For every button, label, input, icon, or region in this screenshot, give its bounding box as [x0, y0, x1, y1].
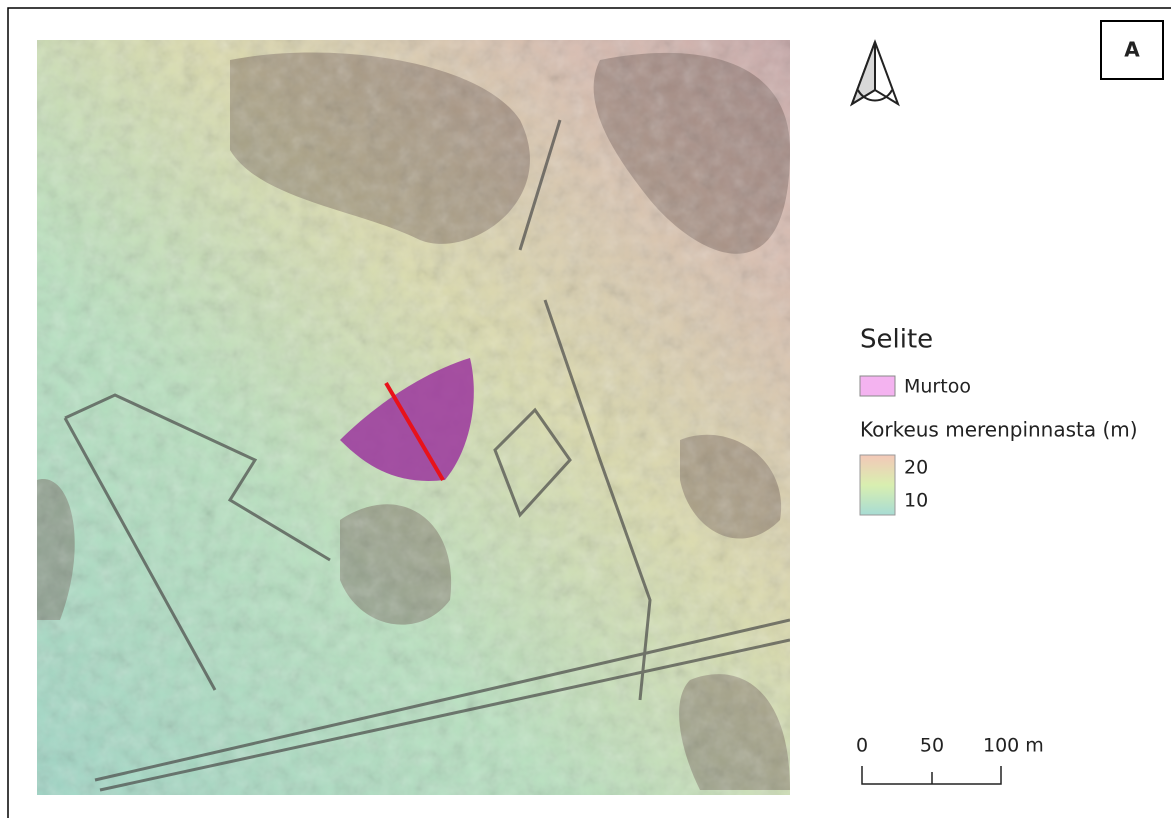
scale-label: 0 [856, 735, 868, 757]
profile-line [384, 381, 445, 482]
panel-label: A [1124, 38, 1140, 62]
ramp-title: Korkeus merenpinnasta (m) [860, 418, 1138, 442]
frame [7, 7, 1171, 818]
ramp-label: 20 [904, 457, 928, 479]
legend-item: Murtoo [904, 376, 971, 398]
ramp-swatch [859, 454, 896, 516]
ramp-label: 10 [904, 490, 928, 512]
north-arrow [850, 39, 900, 107]
legend-title: Selite [860, 325, 933, 355]
scale-label: 50 [920, 735, 944, 757]
scale-bar [861, 766, 1002, 785]
scale-label: 100 m [983, 735, 1044, 757]
panel-box [1100, 20, 1164, 80]
map [37, 40, 790, 795]
legend-swatch [859, 375, 896, 397]
